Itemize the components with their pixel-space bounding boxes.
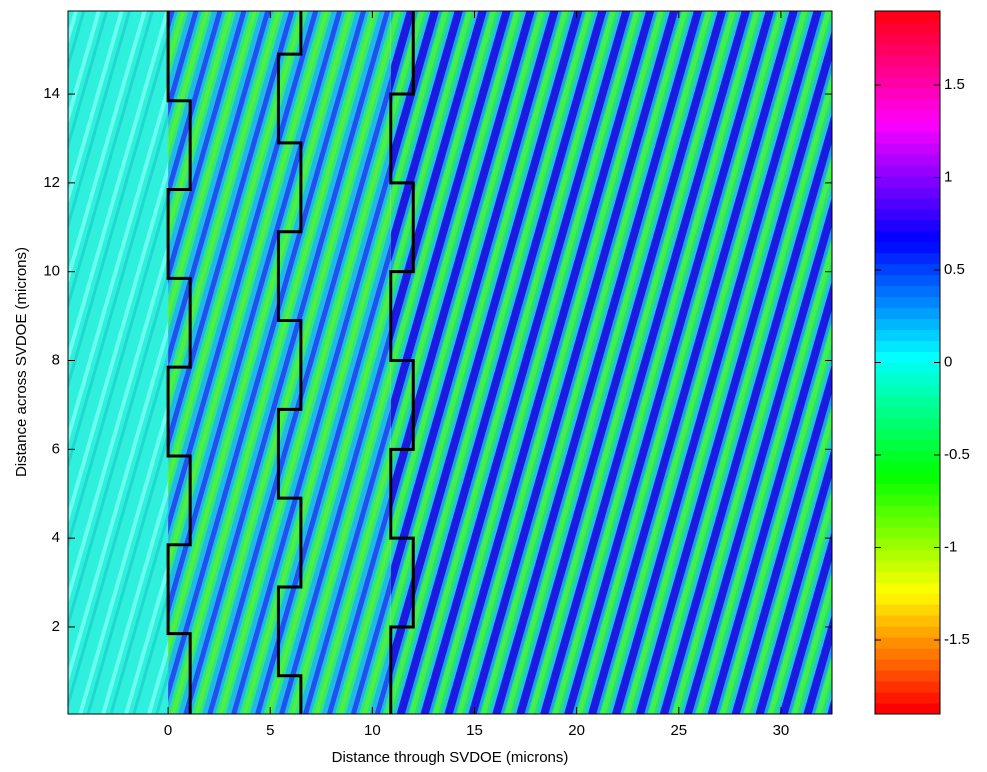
- colorbar-band: [875, 549, 940, 560]
- colorbar-band: [875, 461, 940, 472]
- colorbar-band: [875, 670, 940, 681]
- colorbar-band: [875, 516, 940, 527]
- colorbar-band: [875, 22, 940, 33]
- colorbar-band: [875, 527, 940, 538]
- chart: -1.5 -1 -0.5 0 0.5 1 1.5 Distance through SVDO…: [0, 0, 987, 772]
- field-region: [391, 11, 832, 714]
- colorbar-band: [875, 593, 940, 604]
- colorbar-band: [875, 395, 940, 406]
- colorbar-band: [875, 187, 940, 198]
- colorbar-band: [875, 253, 940, 264]
- colorbar-band: [875, 132, 940, 143]
- y-tick-label: 12: [43, 174, 60, 191]
- colorbar-band: [875, 99, 940, 110]
- colorbar-tick-label: -1.5: [944, 631, 970, 648]
- colorbar-band: [875, 483, 940, 494]
- colorbar-band: [875, 417, 940, 428]
- colorbar-band: [875, 165, 940, 176]
- colorbar-band: [875, 88, 940, 99]
- colorbar-band: [875, 319, 940, 330]
- colorbar-band: [875, 538, 940, 549]
- colorbar-band: [875, 703, 940, 714]
- colorbar-tick-label: 0.5: [944, 261, 965, 278]
- colorbar-band: [875, 220, 940, 231]
- colorbar-band: [875, 352, 940, 363]
- colorbar-band: [875, 55, 940, 66]
- x-tick-label: 30: [773, 722, 790, 739]
- colorbar-band: [875, 648, 940, 659]
- colorbar-tick-label: -0.5: [944, 446, 970, 463]
- colorbar-band: [875, 286, 940, 297]
- colorbar-band: [875, 560, 940, 571]
- x-tick-label: 5: [266, 722, 274, 739]
- y-axis-label: Distance across SVDOE (microns): [13, 247, 30, 477]
- colorbar-band: [875, 33, 940, 44]
- colorbar-band: [875, 154, 940, 165]
- colorbar-band: [875, 450, 940, 461]
- colorbar-tick-label: 1.5: [944, 76, 965, 93]
- colorbar-band: [875, 626, 940, 637]
- y-tick-label: 10: [43, 263, 60, 280]
- colorbar-band: [875, 659, 940, 670]
- colorbar-band: [875, 121, 940, 132]
- colorbar-band: [875, 428, 940, 439]
- colorbar-band: [875, 494, 940, 505]
- colorbar-band: [875, 681, 940, 692]
- y-tick-label: 8: [52, 351, 60, 368]
- colorbar-band: [875, 692, 940, 703]
- colorbar-band: [875, 505, 940, 516]
- y-tick-label: 2: [52, 618, 60, 635]
- x-axis-label: Distance through SVDOE (microns): [332, 749, 569, 766]
- colorbar-band: [875, 406, 940, 417]
- colorbar-band: [875, 264, 940, 275]
- y-tick-label: 14: [43, 85, 60, 102]
- colorbar-band: [875, 341, 940, 352]
- colorbar-band: [875, 615, 940, 626]
- colorbar-band: [875, 582, 940, 593]
- colorbar-band: [875, 439, 940, 450]
- colorbar-band: [875, 308, 940, 319]
- colorbar-band: [875, 363, 940, 374]
- colorbar-band: [875, 275, 940, 286]
- colorbar-band: [875, 384, 940, 395]
- colorbar-tick-label: 0: [944, 353, 952, 370]
- colorbar-band: [875, 330, 940, 341]
- field-region: [68, 11, 168, 714]
- colorbar-band: [875, 297, 940, 308]
- x-tick-label: 25: [670, 722, 687, 739]
- x-tick-label: 15: [466, 722, 483, 739]
- colorbar-tick-label: -1: [944, 538, 957, 555]
- colorbar-band: [875, 571, 940, 582]
- y-tick-label: 4: [52, 529, 60, 546]
- colorbar-band: [875, 176, 940, 187]
- colorbar-band: [875, 604, 940, 615]
- colorbar-band: [875, 44, 940, 55]
- colorbar-band: [875, 637, 940, 648]
- colorbar-band: [875, 472, 940, 483]
- colorbar-band: [875, 11, 940, 22]
- colorbar-band: [875, 66, 940, 77]
- colorbar-band: [875, 373, 940, 384]
- colorbar-band: [875, 242, 940, 253]
- x-tick-label: 20: [568, 722, 585, 739]
- y-tick-label: 6: [52, 440, 60, 457]
- x-tick-label: 0: [164, 722, 172, 739]
- colorbar-band: [875, 231, 940, 242]
- colorbar-band: [875, 143, 940, 154]
- colorbar-band: [875, 198, 940, 209]
- colorbar-band: [875, 110, 940, 121]
- colorbar-tick-label: 1: [944, 168, 952, 185]
- colorbar-band: [875, 77, 940, 88]
- x-tick-label: 10: [364, 722, 381, 739]
- colorbar-band: [875, 209, 940, 220]
